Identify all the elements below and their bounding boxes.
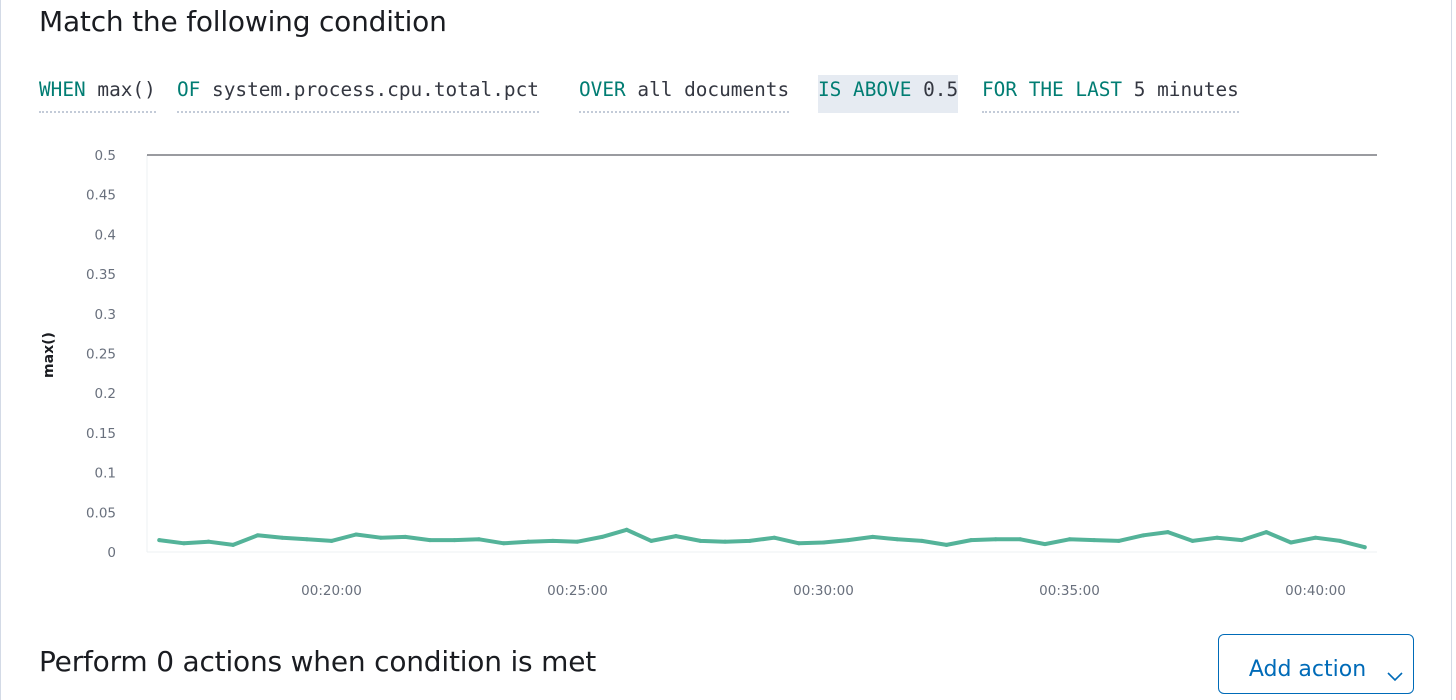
when-expression[interactable]: WHEN max() <box>39 75 156 113</box>
y-axis-label: max() <box>41 332 57 378</box>
data-point <box>526 539 531 544</box>
data-point <box>354 532 359 537</box>
y-tick-label: 0.35 <box>86 267 116 283</box>
data-point <box>993 537 998 542</box>
data-point <box>1338 538 1343 543</box>
x-tick-label: 00:40:00 <box>1285 583 1346 599</box>
data-point <box>698 538 703 543</box>
data-point <box>1018 537 1023 542</box>
y-tick-label: 0.3 <box>95 307 116 323</box>
data-point <box>1190 538 1195 543</box>
time-window-expression[interactable]: FOR THE LAST 5 minutes <box>982 75 1239 113</box>
over-value: all documents <box>637 78 790 101</box>
y-tick-label: 0.45 <box>86 188 116 204</box>
data-point <box>1141 533 1146 538</box>
time-window-value: 5 minutes <box>1133 78 1239 101</box>
threshold-value: 0.5 <box>923 78 959 101</box>
time-window-keyword: FOR THE LAST <box>982 78 1123 101</box>
of-keyword: OF <box>177 78 201 101</box>
data-point <box>477 537 482 542</box>
actions-title: Perform 0 actions when condition is met <box>39 645 597 678</box>
data-point <box>1264 530 1269 535</box>
data-point <box>846 538 851 543</box>
data-point <box>895 537 900 542</box>
series-line <box>157 527 1367 550</box>
y-tick-label: 0 <box>107 545 116 561</box>
data-point <box>304 537 309 542</box>
data-point <box>403 534 408 539</box>
data-point <box>575 539 580 544</box>
over-expression[interactable]: OVER all documents <box>579 75 790 113</box>
data-point <box>1215 535 1220 540</box>
data-point <box>452 538 457 543</box>
data-point <box>329 538 334 543</box>
data-point <box>1362 545 1367 550</box>
data-point <box>157 538 162 543</box>
data-point <box>1092 538 1097 543</box>
x-tick-label: 00:20:00 <box>301 583 362 599</box>
y-tick-label: 0.05 <box>86 505 116 521</box>
data-point <box>772 535 777 540</box>
x-tick-label: 00:25:00 <box>547 583 608 599</box>
x-tick-label: 00:30:00 <box>793 583 854 599</box>
y-tick-label: 0.5 <box>95 148 116 164</box>
x-axis-ticks: 00:20:00 00:25:00 00:30:00 00:35:00 00:40:00 <box>301 583 1346 599</box>
of-expression[interactable]: OF system.process.cpu.total.pct <box>177 75 539 113</box>
y-tick-label: 0.25 <box>86 347 116 363</box>
add-action-button[interactable]: Add action <box>1218 634 1414 694</box>
chevron-down-icon <box>1387 663 1403 688</box>
data-point <box>796 541 801 546</box>
data-point <box>919 538 924 543</box>
data-point <box>944 542 949 547</box>
data-point <box>870 534 875 539</box>
x-tick-label: 00:35:00 <box>1039 583 1100 599</box>
data-point <box>1042 542 1047 547</box>
y-tick-label: 0.15 <box>86 426 116 442</box>
data-point <box>969 538 974 543</box>
data-point <box>821 540 826 545</box>
data-point <box>550 538 555 543</box>
y-axis-ticks: 0 0.05 0.1 0.15 0.2 0.25 0.3 0.35 0.4 0.45 0.5 <box>86 148 116 561</box>
data-point <box>723 539 728 544</box>
data-point <box>181 541 186 546</box>
threshold-expression[interactable]: IS ABOVE 0.5 <box>818 75 959 113</box>
data-point <box>1313 535 1318 540</box>
y-tick-label: 0.2 <box>95 386 116 402</box>
series-layer <box>157 527 1367 550</box>
condition-title: Match the following condition <box>39 5 447 38</box>
data-point <box>1116 538 1121 543</box>
add-action-label: Add action <box>1248 656 1367 682</box>
data-point <box>747 538 752 543</box>
data-point <box>280 535 285 540</box>
condition-preview-chart: 0 0.05 0.1 0.15 0.2 0.25 0.3 0.35 0.4 0.45 0.5 00:… <box>41 148 1377 599</box>
data-point <box>649 538 654 543</box>
of-value: system.process.cpu.total.pct <box>212 78 539 101</box>
data-point <box>600 534 605 539</box>
data-point <box>427 538 432 543</box>
threshold-keyword: IS ABOVE <box>818 78 912 101</box>
data-point <box>378 535 383 540</box>
when-keyword: WHEN <box>39 78 86 101</box>
over-keyword: OVER <box>579 78 626 101</box>
data-point <box>231 542 236 547</box>
when-value: max() <box>97 78 156 101</box>
data-point <box>673 534 678 539</box>
y-tick-label: 0.1 <box>95 466 116 482</box>
data-point <box>624 527 629 532</box>
data-point <box>501 541 506 546</box>
data-point <box>1239 538 1244 543</box>
data-point <box>206 539 211 544</box>
data-point <box>1288 540 1293 545</box>
y-tick-label: 0.4 <box>95 227 116 243</box>
data-point <box>1165 530 1170 535</box>
data-point <box>255 533 260 538</box>
data-point <box>1067 537 1072 542</box>
